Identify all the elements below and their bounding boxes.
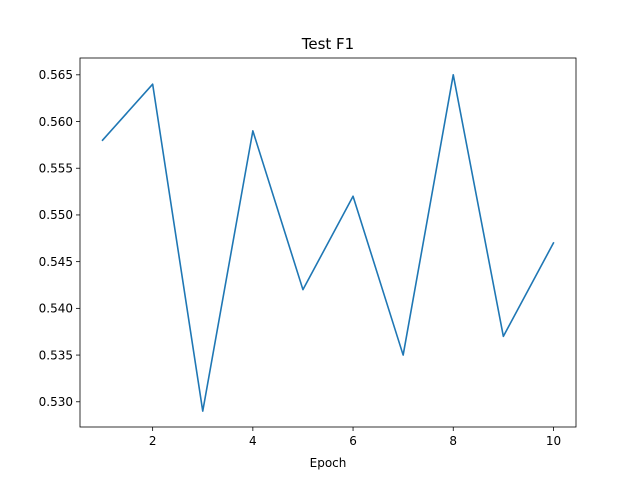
- x-tick-label: 10: [546, 434, 561, 448]
- y-tick-label: 0.530: [39, 395, 73, 409]
- y-tick-label: 0.540: [39, 302, 73, 316]
- y-tick-label: 0.555: [39, 162, 73, 176]
- x-tick-label: 2: [149, 434, 157, 448]
- x-tick-label: 8: [449, 434, 457, 448]
- y-tick-label: 0.565: [39, 68, 73, 82]
- y-tick-label: 0.550: [39, 208, 73, 222]
- y-tick-label: 0.545: [39, 255, 73, 269]
- y-tick-label: 0.560: [39, 115, 73, 129]
- x-tick-label: 6: [349, 434, 357, 448]
- y-tick-label: 0.535: [39, 348, 73, 362]
- chart-title: Test F1: [301, 35, 354, 53]
- x-axis-label: Epoch: [310, 456, 347, 470]
- x-tick-label: 4: [249, 434, 257, 448]
